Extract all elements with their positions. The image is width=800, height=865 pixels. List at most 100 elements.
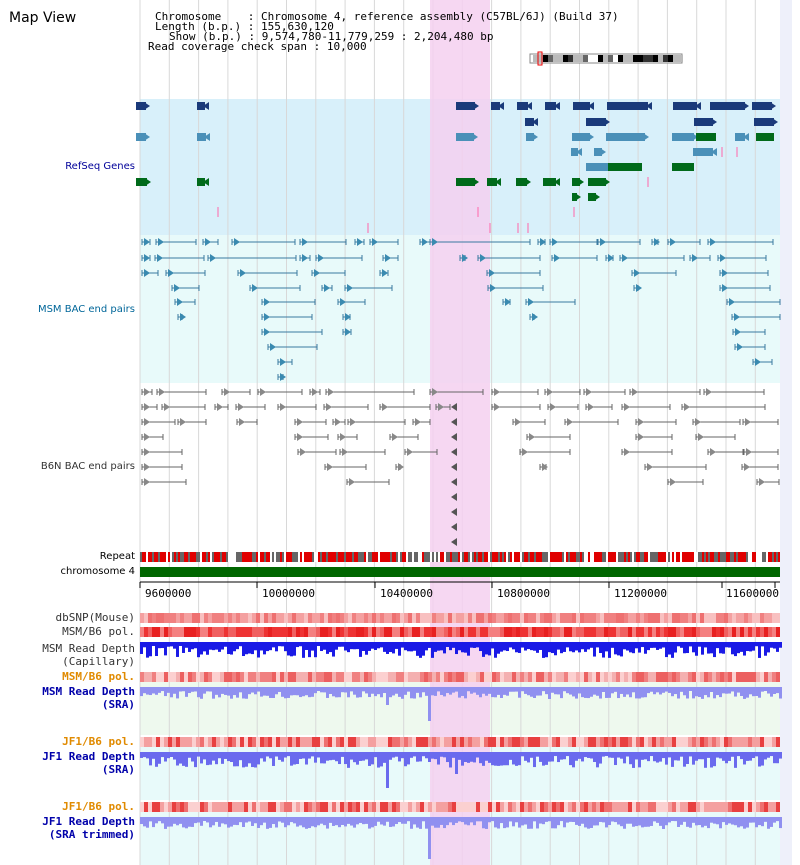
gene-direction-arrow	[711, 118, 717, 126]
read-depth-bar	[569, 687, 572, 695]
track-label-b6n-bac[interactable]: B6N BAC end pairs	[40, 461, 135, 472]
heatmap-cell	[580, 737, 584, 747]
read-depth-bar	[188, 687, 191, 694]
read-depth-bar	[407, 642, 410, 652]
track-label-dbsnp[interactable]: dbSNP(Mouse)	[55, 611, 135, 624]
heatmap-cell	[740, 613, 744, 623]
read-depth-bar	[302, 752, 305, 759]
track-label-jf1-b6-pol[interactable]: JF1/B6 pol.	[62, 735, 135, 748]
read-depth-bar	[581, 642, 584, 650]
heatmap-cell	[164, 627, 168, 637]
repeat-bar	[396, 552, 398, 562]
read-depth-bar	[476, 752, 479, 758]
heatmap-cell	[496, 802, 500, 812]
repeat-bar	[602, 552, 604, 562]
heatmap-cell	[712, 802, 716, 812]
read-depth-bar	[167, 642, 170, 647]
track-label-msm-b6-pol-2[interactable]: MSM/B6 pol.	[62, 670, 135, 683]
read-depth-bar	[425, 817, 428, 829]
read-depth-bar	[410, 752, 413, 758]
track-label-msm-bac[interactable]: MSM BAC end pairs	[37, 304, 135, 315]
read-depth-bar	[695, 687, 698, 697]
heatmap-cell	[428, 737, 432, 747]
repeat-bar	[236, 552, 238, 562]
repeat-bar	[150, 552, 152, 562]
heatmap-cell	[712, 672, 716, 682]
read-depth-bar	[461, 642, 464, 653]
read-depth-bar	[644, 687, 647, 698]
track-label-jf1-depth-trim-1[interactable]: JF1 Read Depth	[42, 815, 135, 828]
read-depth-bar	[206, 752, 209, 766]
heatmap-cell	[532, 802, 536, 812]
heatmap-cell	[420, 672, 424, 682]
read-depth-bar	[566, 642, 569, 648]
read-depth-bar	[566, 817, 569, 823]
read-depth-bar	[293, 752, 296, 765]
gene-exon	[594, 148, 602, 156]
heatmap-cell	[464, 802, 468, 812]
read-depth-bar	[350, 752, 353, 760]
track-label-msm-depth-cap-1[interactable]: MSM Read Depth	[42, 642, 135, 655]
heatmap-cell	[168, 802, 172, 812]
heatmap-cell	[572, 627, 576, 637]
heatmap-cell	[340, 737, 344, 747]
gene-exon	[491, 102, 500, 110]
read-depth-bar	[215, 642, 218, 650]
read-depth-bar	[596, 642, 599, 648]
heatmap-cell	[436, 613, 440, 623]
heatmap-cell	[504, 737, 508, 747]
read-depth-bar	[722, 752, 725, 761]
read-depth-bar	[407, 817, 410, 822]
track-label-msm-b6-pol[interactable]: MSM/B6 pol.	[62, 625, 135, 638]
heatmap-cell	[184, 672, 188, 682]
repeat-bar	[174, 552, 176, 562]
heatmap-cell	[396, 737, 400, 747]
read-depth-bar	[608, 642, 611, 658]
bac-end-arrow	[340, 433, 346, 441]
track-label-jf1-b6-pol-2[interactable]: JF1/B6 pol.	[62, 800, 135, 813]
heatmap-cell	[192, 737, 196, 747]
track-label-refseq[interactable]: RefSeq Genes	[65, 161, 135, 172]
ideogram-band	[678, 55, 683, 62]
heatmap-cell	[396, 627, 400, 637]
read-depth-bar	[521, 642, 524, 648]
heatmap-cell	[444, 802, 448, 812]
heatmap-cell	[616, 737, 620, 747]
read-depth-bar	[545, 687, 548, 695]
read-depth-bar	[176, 642, 179, 657]
track-label-msm-depth-sra-1[interactable]: MSM Read Depth	[42, 685, 135, 698]
read-depth-bar	[317, 817, 320, 826]
bac-end-arrow	[349, 478, 355, 486]
bac-end-arrow	[144, 254, 150, 262]
heatmap-cell	[276, 802, 280, 812]
heatmap-cell	[656, 613, 660, 623]
heatmap-cell	[708, 627, 712, 637]
heatmap-cell	[160, 802, 164, 812]
read-depth-bar	[542, 752, 545, 766]
read-depth-bar	[509, 687, 512, 692]
read-depth-bar	[221, 687, 224, 694]
gene-exon	[456, 178, 475, 186]
read-depth-bar	[395, 687, 398, 694]
track-label-jf1-depth-sra-1[interactable]: JF1 Read Depth	[42, 750, 135, 763]
heatmap-cell	[164, 802, 168, 812]
read-depth-bar	[383, 817, 386, 826]
heatmap-cell	[312, 672, 316, 682]
repeat-bar	[480, 552, 482, 562]
repeat-bar	[546, 552, 548, 562]
heatmap-cell	[528, 613, 532, 623]
heatmap-cell	[588, 737, 592, 747]
read-depth-bar	[314, 752, 317, 763]
track-label-repeat[interactable]: Repeat	[99, 551, 135, 562]
heatmap-cell	[676, 672, 680, 682]
repeat-bar	[198, 552, 200, 562]
read-depth-bar	[509, 752, 512, 760]
heatmap-cell	[644, 613, 648, 623]
heatmap-cell	[716, 613, 720, 623]
read-depth-bar	[512, 817, 515, 827]
bac-end-arrow	[451, 403, 457, 411]
heatmap-cell	[640, 627, 644, 637]
bac-end-arrow	[494, 388, 500, 396]
read-depth-bar	[731, 687, 734, 692]
heatmap-cell	[716, 627, 720, 637]
